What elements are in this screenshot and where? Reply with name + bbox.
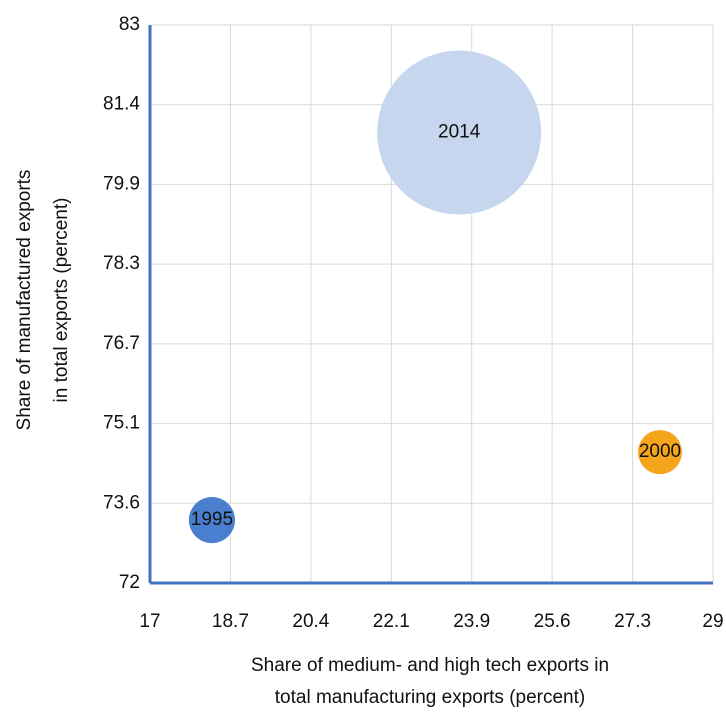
y-tick-label: 78.3 [103,253,140,274]
bubble [188,497,235,544]
x-tick-label: 25.6 [534,611,571,632]
x-tick-label: 23.9 [453,611,490,632]
x-axis-title: total manufacturing exports (percent) [275,687,586,708]
y-tick-label: 81.4 [103,94,140,115]
x-tick-label: 22.1 [373,611,410,632]
bubble-label: 2000 [639,441,681,462]
bubble-label: 2014 [438,122,481,143]
x-axis-title: Share of medium- and high tech exports i… [251,655,609,676]
y-tick-label: 76.7 [103,333,140,354]
x-tick-label: 20.4 [292,611,329,632]
bubble-label: 1995 [191,509,233,530]
x-tick-label: 27.3 [614,611,651,632]
x-tick-label: 18.7 [212,611,249,632]
y-tick-label: 83 [119,14,140,35]
bubble [377,50,542,215]
y-tick-label: 79.9 [103,173,140,194]
x-tick-label: 17 [139,611,160,632]
y-tick-label: 73.6 [103,492,140,513]
y-tick-label: 75.1 [103,413,140,434]
x-tick-label: 29 [702,611,723,632]
y-axis-title: Share of manufactured exports [14,170,35,431]
bubble [637,430,682,475]
y-axis-title: in total exports (percent) [51,198,72,403]
y-tick-label: 72 [119,572,140,593]
